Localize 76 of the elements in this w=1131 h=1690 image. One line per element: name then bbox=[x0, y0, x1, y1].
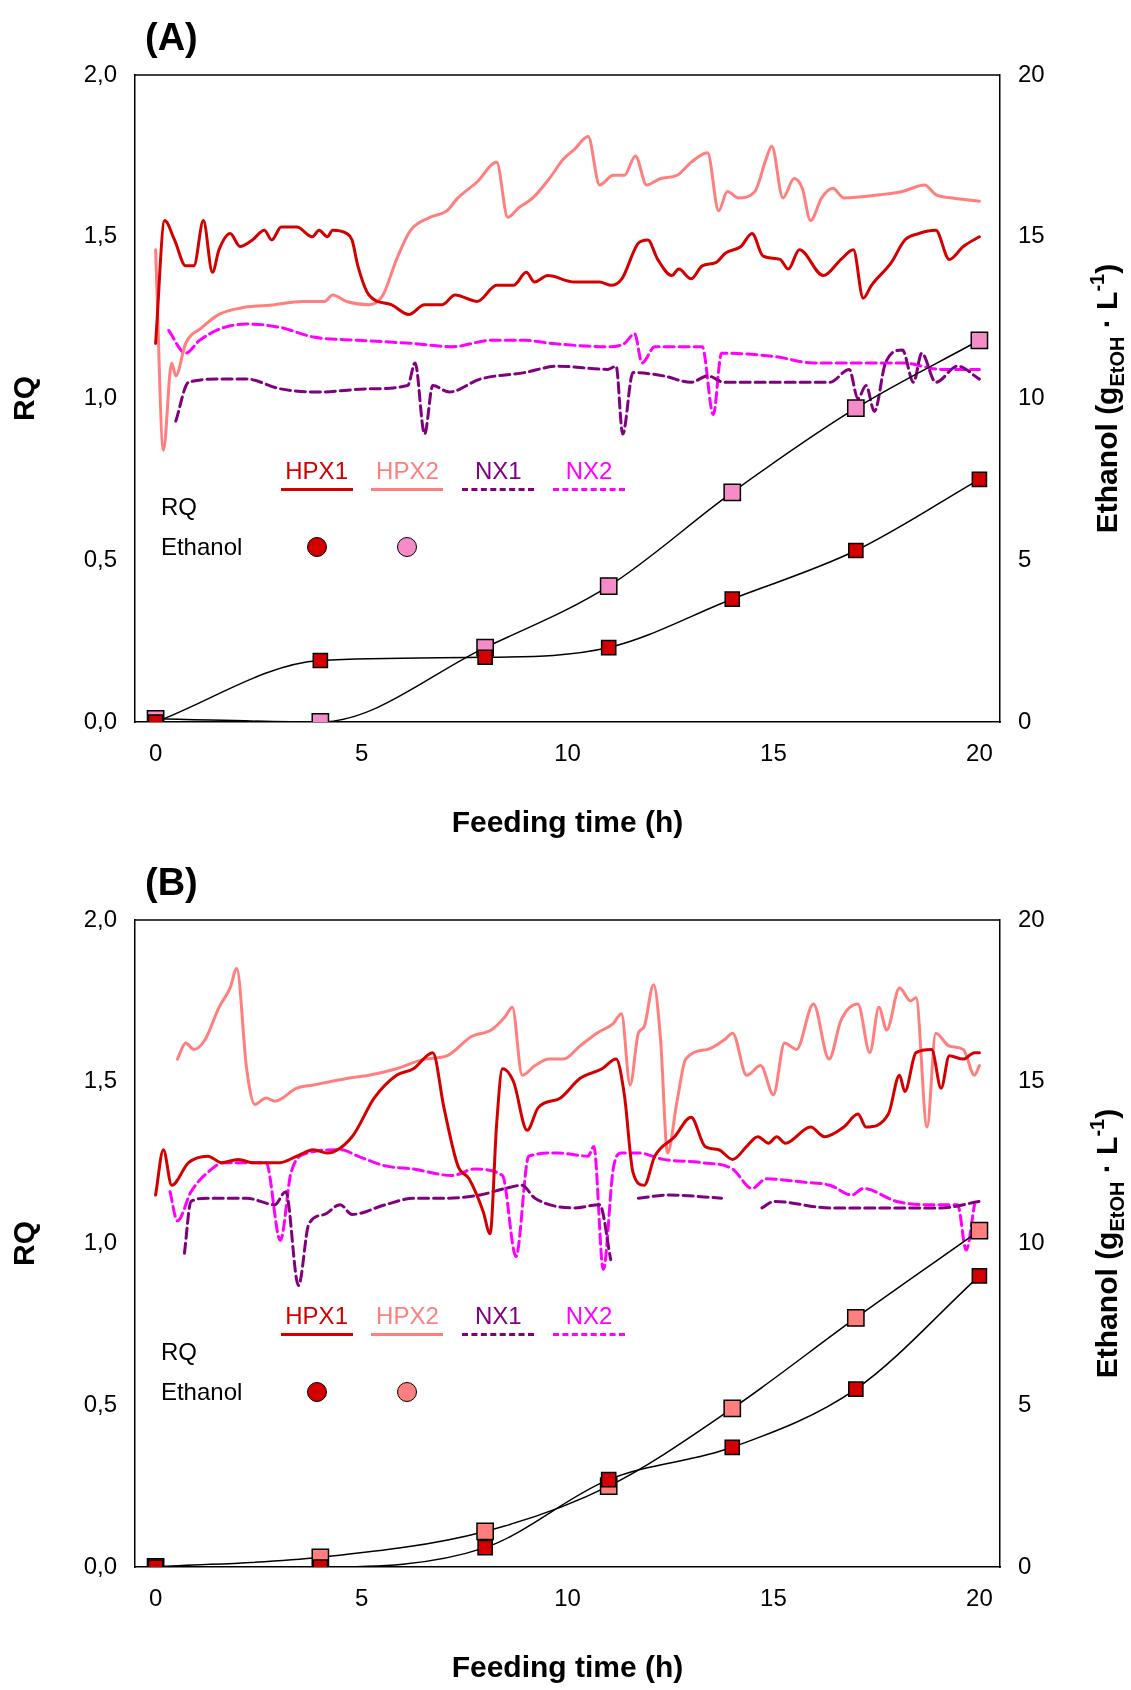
line-series bbox=[154, 219, 981, 346]
y2-tick-label: 5 bbox=[1018, 544, 1032, 572]
annotation: RQ bbox=[160, 493, 197, 522]
y2-tick-label: 20 bbox=[1018, 59, 1045, 87]
point bbox=[477, 649, 493, 666]
point bbox=[971, 1268, 988, 1284]
x-tick-label: 10 bbox=[554, 739, 581, 767]
point bbox=[846, 1309, 865, 1327]
chart-title: (B) bbox=[145, 861, 198, 904]
annotation: Ethanol bbox=[160, 533, 243, 562]
y-tick-label: 2,0 bbox=[83, 59, 117, 87]
point bbox=[848, 542, 864, 559]
point bbox=[600, 1471, 617, 1488]
y-axis-title: RQ bbox=[7, 1221, 41, 1266]
y-tick-label: 1,5 bbox=[83, 1066, 117, 1094]
y2-tick-label: 0 bbox=[1018, 706, 1032, 734]
y2-tick-label: 15 bbox=[1018, 221, 1045, 249]
annotation: Ethanol bbox=[160, 1378, 243, 1407]
y2-tick-label: 5 bbox=[1018, 1389, 1032, 1417]
y-tick-label: 0,5 bbox=[83, 544, 117, 572]
point bbox=[476, 1522, 494, 1541]
text: HPX2 bbox=[376, 457, 439, 486]
line-series bbox=[174, 348, 981, 436]
x-tick-label: 5 bbox=[354, 739, 369, 767]
chart-title: (A) bbox=[145, 16, 198, 59]
x-tick-label: 0 bbox=[148, 1584, 163, 1612]
line-series bbox=[167, 322, 981, 417]
y2-tick-label: 15 bbox=[1018, 1066, 1045, 1094]
line-series bbox=[175, 967, 981, 1155]
text: NX1 bbox=[474, 1302, 522, 1331]
point bbox=[724, 591, 741, 607]
point bbox=[600, 639, 617, 656]
y2-tick-label: 20 bbox=[1018, 904, 1045, 932]
annotation: RQ bbox=[160, 1338, 197, 1367]
y-tick-label: 1,0 bbox=[83, 383, 117, 411]
y-tick-label: 2,0 bbox=[83, 904, 117, 932]
x-tick-label: 20 bbox=[966, 1584, 993, 1612]
y2-tick-label: 10 bbox=[1018, 383, 1045, 411]
y-tick-label: 1,0 bbox=[83, 1228, 117, 1256]
x-tick-label: 10 bbox=[554, 1584, 581, 1612]
point bbox=[477, 1539, 493, 1556]
point bbox=[848, 1381, 864, 1397]
line-series bbox=[154, 134, 981, 452]
text: HPX1 bbox=[285, 1302, 348, 1331]
y2-tick-label: 10 bbox=[1018, 1228, 1045, 1256]
point bbox=[970, 331, 989, 350]
series-label: NX2 bbox=[565, 1302, 613, 1331]
point bbox=[599, 577, 618, 596]
y2-tick-label: 0 bbox=[1018, 1551, 1032, 1579]
y2-axis-title: Ethanol (gEtOH · L-1) bbox=[1086, 263, 1128, 534]
point bbox=[723, 1399, 742, 1418]
y2-axis-title: Ethanol (gEtOH · L-1) bbox=[1086, 1108, 1128, 1379]
y-tick-label: 1,5 bbox=[83, 221, 117, 249]
point bbox=[724, 1439, 741, 1456]
x-tick-label: 15 bbox=[760, 739, 787, 767]
point bbox=[312, 652, 329, 669]
y-tick-label: 0,5 bbox=[83, 1389, 117, 1417]
text: NX1 bbox=[474, 457, 522, 486]
x-axis-title: Feeding time (h) bbox=[451, 805, 684, 839]
line-series bbox=[154, 1047, 981, 1236]
line-series bbox=[168, 1144, 976, 1271]
point bbox=[846, 399, 865, 418]
point bbox=[971, 471, 988, 488]
text: HPX2 bbox=[376, 1302, 439, 1331]
text: NX2 bbox=[565, 457, 613, 486]
y-axis-title: RQ bbox=[7, 376, 41, 421]
x-tick-label: 0 bbox=[148, 739, 163, 767]
point bbox=[970, 1221, 989, 1240]
point bbox=[723, 483, 742, 502]
y-tick-label: 0,0 bbox=[83, 706, 117, 734]
x-tick-label: 20 bbox=[966, 739, 993, 767]
x-tick-label: 15 bbox=[760, 1584, 787, 1612]
x-axis-title: Feeding time (h) bbox=[451, 1650, 684, 1684]
text: HPX1 bbox=[285, 457, 348, 486]
x-tick-label: 5 bbox=[354, 1584, 369, 1612]
y-tick-label: 0,0 bbox=[83, 1551, 117, 1579]
